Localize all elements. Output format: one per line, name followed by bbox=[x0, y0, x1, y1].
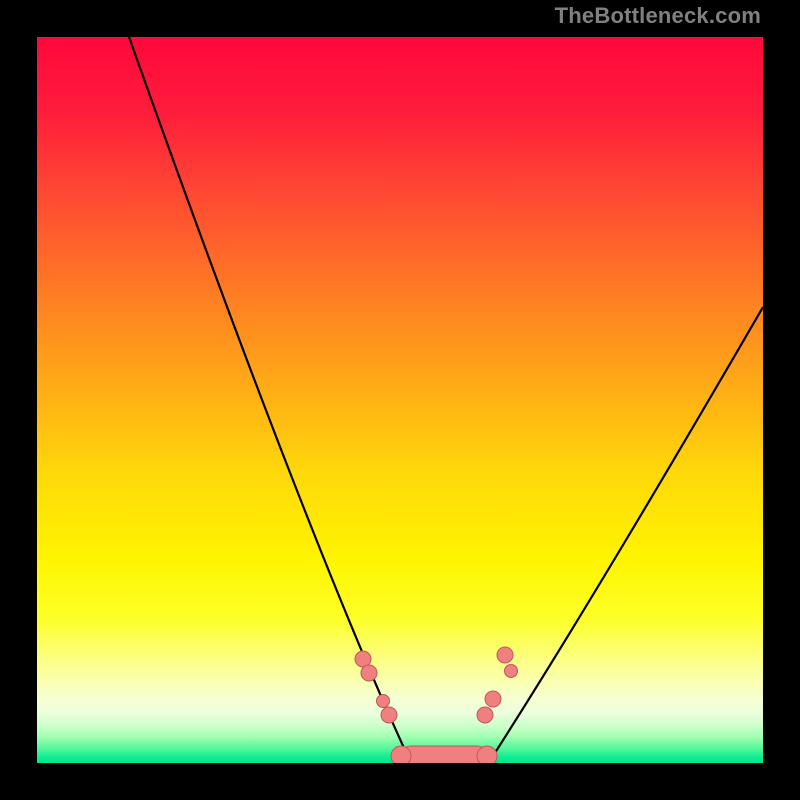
data-dot bbox=[505, 665, 518, 678]
data-dot bbox=[377, 695, 390, 708]
data-pill bbox=[401, 746, 487, 763]
data-dot bbox=[391, 746, 411, 763]
data-dot bbox=[485, 691, 501, 707]
chart-stage: TheBottleneck.com bbox=[0, 0, 800, 800]
watermark-text: TheBottleneck.com bbox=[555, 3, 761, 29]
data-dot bbox=[381, 707, 397, 723]
curves-layer bbox=[37, 37, 763, 763]
dot-layer bbox=[355, 647, 518, 763]
plot-inner bbox=[37, 37, 763, 763]
data-dot bbox=[477, 707, 493, 723]
curve-left bbox=[129, 37, 409, 759]
data-dot bbox=[497, 647, 513, 663]
data-dot bbox=[477, 746, 497, 763]
data-dot bbox=[361, 665, 377, 681]
curve-right bbox=[491, 307, 763, 759]
